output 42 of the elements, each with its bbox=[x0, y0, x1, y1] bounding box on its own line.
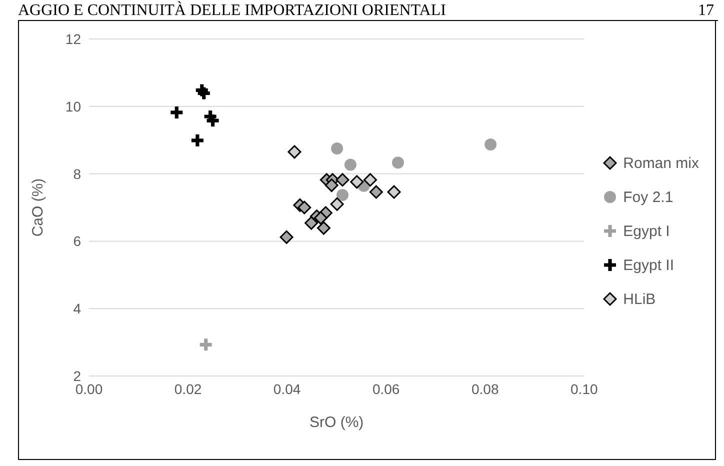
text: AGGIO E CONTINUITÀ DELLE IMPORTAZIONI ORIENTALI bbox=[18, 2, 446, 20]
point bbox=[331, 142, 344, 155]
legend-label: Egypt II bbox=[623, 256, 674, 274]
point bbox=[369, 185, 383, 199]
point bbox=[170, 106, 183, 118]
y-tick-label: 6 bbox=[73, 233, 82, 250]
y-axis-title: CaO (%) bbox=[29, 178, 46, 237]
point bbox=[316, 221, 330, 235]
point bbox=[198, 87, 210, 100]
point bbox=[330, 197, 344, 211]
x-tick-label: 0.04 bbox=[273, 380, 301, 397]
point bbox=[387, 185, 401, 199]
point bbox=[314, 211, 328, 225]
x-axis-title: SrO (%) bbox=[309, 414, 364, 431]
y-tick-label: 10 bbox=[65, 98, 82, 114]
point bbox=[288, 145, 302, 159]
y-tick-label: 12 bbox=[65, 30, 82, 47]
y-tick-label: 8 bbox=[73, 166, 82, 182]
x-tick-label: 0.08 bbox=[471, 380, 499, 397]
text: 17 bbox=[698, 2, 715, 20]
x-tick-label: 0.06 bbox=[372, 380, 400, 397]
x-tick-label: 0.02 bbox=[174, 380, 202, 397]
point bbox=[324, 178, 338, 192]
point bbox=[336, 173, 350, 187]
point bbox=[336, 189, 349, 202]
legend-label: Roman mix bbox=[623, 154, 699, 172]
point bbox=[350, 175, 364, 189]
point bbox=[298, 200, 312, 214]
point bbox=[206, 114, 219, 127]
point bbox=[363, 173, 377, 187]
point bbox=[191, 134, 204, 146]
point bbox=[392, 156, 404, 169]
point bbox=[344, 158, 356, 171]
point bbox=[484, 138, 497, 150]
point bbox=[280, 230, 294, 244]
y-tick-label: 4 bbox=[73, 300, 82, 317]
legend-label: Egypt I bbox=[623, 222, 670, 240]
legend-label: Foy 2.1 bbox=[623, 188, 674, 206]
x-tick-label: 0.10 bbox=[570, 380, 598, 397]
point bbox=[304, 216, 318, 230]
point bbox=[200, 338, 212, 351]
legend-label: HLiB bbox=[623, 290, 656, 308]
